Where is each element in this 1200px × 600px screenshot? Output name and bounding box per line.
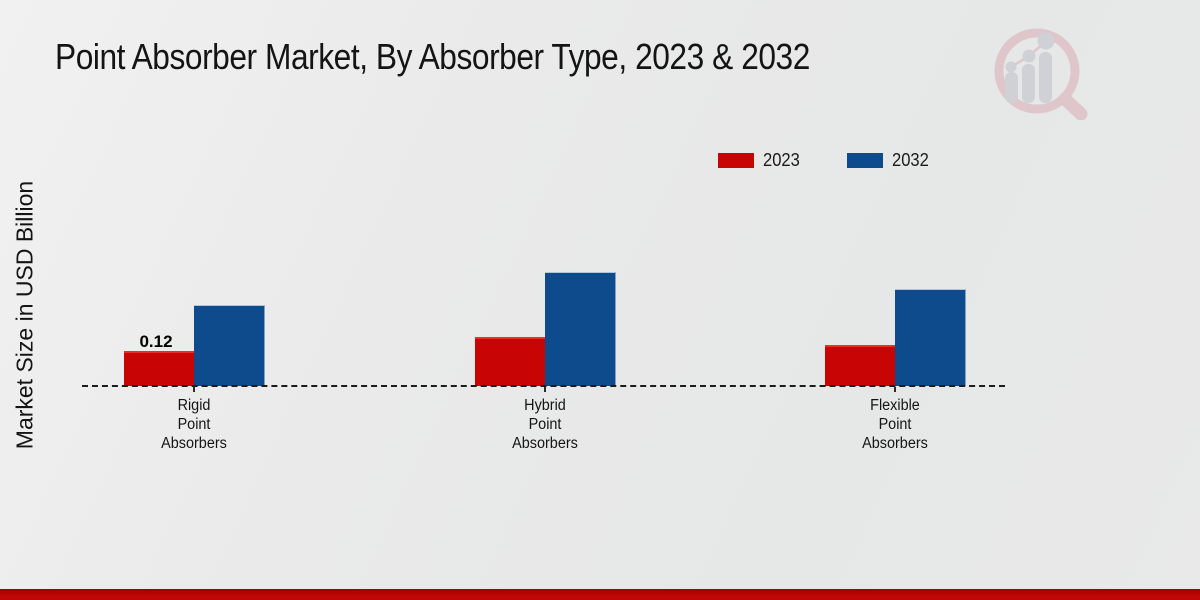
tick-flexible [894, 387, 896, 392]
category-line: Absorbers [161, 435, 227, 452]
y-axis-label: Market Size in USD Billion [11, 180, 38, 450]
chart-title: Point Absorber Market, By Absorber Type,… [55, 36, 810, 77]
category-line: Point [528, 416, 562, 433]
category-line: Point [878, 416, 912, 433]
legend-swatch-2023 [718, 153, 754, 168]
bar-2023-flexible [825, 345, 895, 386]
category-label-flexible: Flexible Point Absorbers [825, 396, 965, 453]
tick-hybrid [544, 387, 546, 392]
bar-2032-hybrid [545, 272, 616, 386]
category-label-hybrid: Hybrid Point Absorbers [475, 396, 615, 453]
legend: 2023 2032 [718, 150, 932, 171]
bar-2032-flexible [895, 289, 966, 386]
legend-item-2032: 2032 [847, 150, 932, 171]
legend-swatch-2032 [847, 153, 884, 168]
category-line: Flexible [870, 397, 920, 414]
category-line: Hybrid [524, 397, 566, 414]
legend-label-2032: 2032 [892, 150, 929, 170]
bar-2023-rigid [124, 351, 194, 386]
category-line: Absorbers [512, 435, 578, 452]
x-axis-line [82, 385, 1005, 387]
tick-rigid [193, 387, 195, 392]
footer-accent-bar [0, 589, 1200, 600]
magnifier-bar-chart-logo-icon [994, 28, 1088, 120]
bar-2032-rigid [194, 305, 265, 386]
legend-item-2023: 2023 [718, 150, 803, 171]
bar-2023-hybrid [475, 337, 545, 386]
category-label-rigid: Rigid Point Absorbers [124, 396, 264, 453]
category-line: Point [177, 416, 211, 433]
legend-label-2023: 2023 [763, 150, 800, 170]
category-line: Absorbers [862, 435, 928, 452]
category-line: Rigid [177, 397, 211, 414]
data-label-rigid-2023: 0.12 [139, 332, 173, 351]
